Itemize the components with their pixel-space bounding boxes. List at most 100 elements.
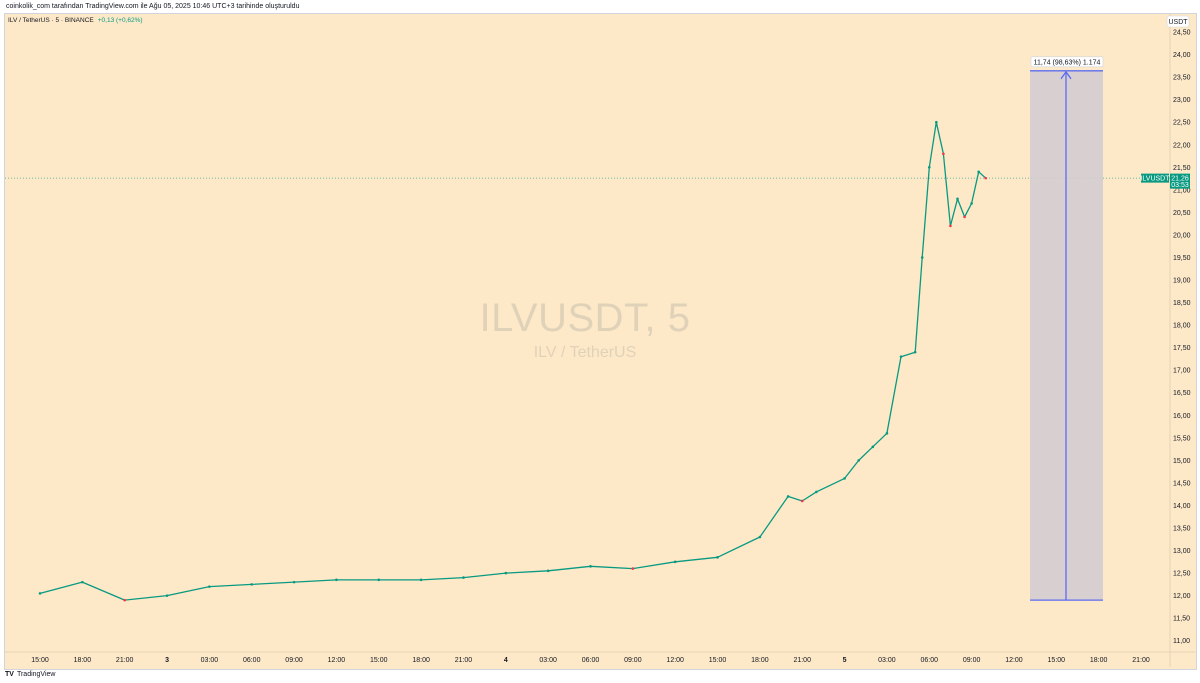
price-point (913, 350, 917, 354)
price-axis-label: 23,50 (1173, 75, 1191, 82)
time-axis-label: 21:00 (455, 657, 473, 664)
measure-label: 11,74 (98,63%) 1.174 (1034, 59, 1101, 66)
time-axis[interactable]: 15:00 18:00 21:00 3 03:00 06:00 09:00 12:00 15:0… (31, 657, 1150, 664)
time-axis-label: 3 (165, 657, 169, 664)
price-axis-label: 16,00 (1173, 413, 1191, 420)
price-axis-label: 22,00 (1173, 142, 1191, 149)
time-axis-label: 06:00 (243, 657, 261, 664)
tradingview-brand: TradingView (16, 671, 56, 678)
currency-button[interactable]: USDT (1166, 15, 1190, 28)
price-point (970, 202, 973, 205)
time-axis-label: 4 (504, 657, 508, 664)
price-tag-value: 21,26 (1171, 175, 1189, 182)
price-point (335, 578, 338, 582)
time-axis-label: 12:00 (1005, 657, 1023, 664)
price-point (843, 477, 846, 480)
price-point (504, 571, 508, 575)
time-axis-label: 06:00 (582, 657, 600, 664)
price-point (546, 569, 550, 573)
price-axis-label: 13,50 (1173, 526, 1191, 533)
price-axis-label: 11,00 (1173, 638, 1190, 645)
price-axis-label: 20,00 (1173, 232, 1191, 239)
symbol-change-text: +0,13 (+0,62%) (97, 17, 143, 24)
price-point (956, 197, 959, 201)
price-point (963, 215, 966, 219)
time-axis-label: 09:00 (963, 657, 981, 664)
price-point (81, 580, 84, 584)
price-axis-label: 19,50 (1173, 255, 1191, 262)
price-point (123, 598, 126, 602)
price-range-measure[interactable]: 11,74 (98,63%) 1.174 (1030, 56, 1104, 601)
price-axis-label: 19,00 (1173, 278, 1191, 285)
price-point (786, 495, 790, 498)
time-axis-label: 12:00 (328, 657, 346, 664)
price-axis-label: 14,00 (1173, 503, 1191, 510)
currency-button-label: USDT (1168, 19, 1188, 26)
chart-frame[interactable] (4, 13, 1197, 670)
price-point (899, 355, 903, 358)
time-axis-label: 15:00 (1048, 657, 1066, 664)
price-tag-symbol-box (1141, 173, 1169, 183)
time-axis-label: 09:00 (624, 657, 642, 664)
price-point (927, 166, 931, 169)
time-axis-label: 15:00 (370, 657, 388, 664)
time-axis-label: 21:00 (1132, 657, 1150, 664)
time-axis-label: 21:00 (116, 657, 134, 664)
price-point (857, 459, 860, 462)
time-axis-label: 12:00 (666, 657, 684, 664)
price-point (885, 432, 889, 435)
price-point (942, 152, 945, 156)
price-point (815, 490, 818, 494)
time-axis-label: 18:00 (1090, 657, 1108, 664)
price-point (920, 256, 924, 259)
price-axis-label: 12,00 (1173, 593, 1191, 600)
price-point (377, 578, 381, 582)
price-tag-countdown: 03:53 (1171, 182, 1189, 189)
time-axis-label: 18:00 (751, 657, 769, 664)
price-axis-label: 15,50 (1173, 435, 1191, 442)
price-point (165, 594, 169, 597)
price-series (38, 120, 988, 602)
price-axis-label: 21,50 (1173, 165, 1191, 172)
axis-separators (5, 14, 1195, 667)
time-axis-label: 15:00 (709, 657, 727, 664)
price-point (800, 499, 804, 503)
price-axis-label: 21,00 (1173, 187, 1191, 194)
price-point (977, 170, 980, 174)
price-axis-label: 11,50 (1173, 616, 1190, 623)
tradingview-footer[interactable]: TV TradingView (5, 671, 55, 678)
price-axis-label: 22,50 (1173, 120, 1191, 127)
price-point (716, 556, 719, 559)
symbol-legend[interactable]: ILV / TetherUS · 5 · BINANCE +0,13 (+0,62… (8, 17, 143, 24)
price-point (935, 120, 938, 124)
time-axis-label: 09:00 (285, 657, 303, 664)
time-axis-label: 03:00 (539, 657, 557, 664)
price-axis-label: 24,50 (1173, 30, 1191, 37)
price-series-line (39, 121, 987, 601)
time-axis-label: 18:00 (412, 657, 430, 664)
time-axis-label: 03:00 (878, 657, 896, 664)
price-axis-label: 14,50 (1173, 480, 1191, 487)
price-point (871, 445, 875, 449)
price-point (631, 567, 635, 570)
price-axis-label: 15,00 (1173, 458, 1191, 465)
currency-button-box[interactable] (1166, 15, 1190, 28)
price-point (419, 578, 423, 582)
price-point (589, 565, 592, 568)
price-axis-label: 13,00 (1173, 548, 1191, 555)
price-tag-symbol: ILVUSDT (1140, 175, 1170, 182)
price-point (462, 576, 465, 579)
price-point (673, 560, 677, 564)
price-axis[interactable]: 11,00 11,50 12,00 12,50 13,00 13,50 14,00 14,50… (1173, 30, 1191, 646)
price-axis-label: 12,50 (1173, 571, 1191, 578)
time-axis-label: 18:00 (74, 657, 92, 664)
measure-arrow-icon (1060, 70, 1072, 80)
price-axis-label: 20,50 (1173, 210, 1191, 217)
price-axis-label: 18,00 (1173, 323, 1191, 330)
price-axis-label: 17,50 (1173, 345, 1191, 352)
time-axis-label: 21:00 (793, 657, 811, 664)
measure-label-box (1030, 56, 1104, 68)
price-axis-label: 17,00 (1173, 368, 1191, 375)
price-axis-label: 24,00 (1173, 52, 1191, 59)
